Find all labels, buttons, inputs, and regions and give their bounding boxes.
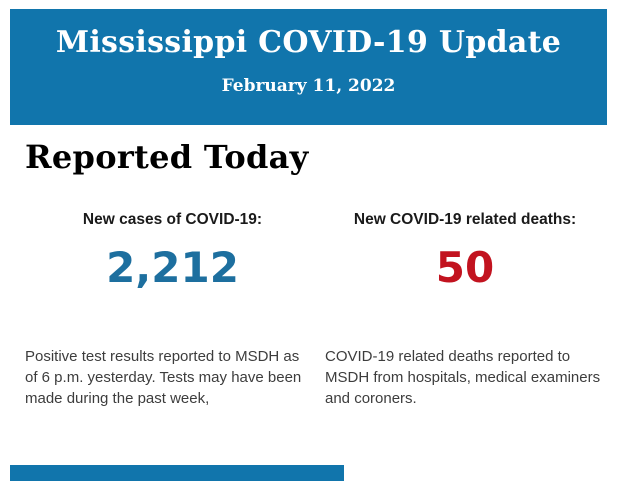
stat-block-new-cases: New cases of COVID-19: 2,212 Positive te…	[25, 211, 320, 409]
report-date: February 11, 2022	[221, 76, 396, 96]
new-deaths-value: 50	[435, 243, 495, 292]
stat-description-line: made during the past week,	[25, 390, 210, 407]
new-deaths-description: COVID-19 related deaths reported to MSDH…	[325, 346, 605, 409]
stat-description-line: and coroners.	[325, 390, 417, 407]
next-section-partial-bar	[10, 465, 344, 481]
stat-block-new-deaths: New COVID-19 related deaths: 50 COVID-19…	[325, 211, 605, 409]
stat-description-line: of 6 p.m. yesterday. Tests may have been	[25, 369, 302, 386]
stat-description-line: Positive test results reported to MSDH a…	[25, 348, 300, 365]
stat-description-line: MSDH from hospitals, medical examiners	[325, 369, 601, 386]
new-cases-label: New cases of COVID-19:	[82, 211, 263, 228]
section-heading: Reported Today	[25, 138, 309, 176]
new-cases-value: 2,212	[106, 243, 239, 292]
stat-description-line: COVID-19 related deaths reported to	[325, 348, 571, 365]
header-banner: Mississippi COVID-19 Update February 11,…	[10, 9, 607, 125]
page-title: Mississippi COVID-19 Update	[55, 25, 562, 60]
new-deaths-label: New COVID-19 related deaths:	[353, 211, 577, 228]
new-cases-description: Positive test results reported to MSDH a…	[25, 346, 320, 409]
